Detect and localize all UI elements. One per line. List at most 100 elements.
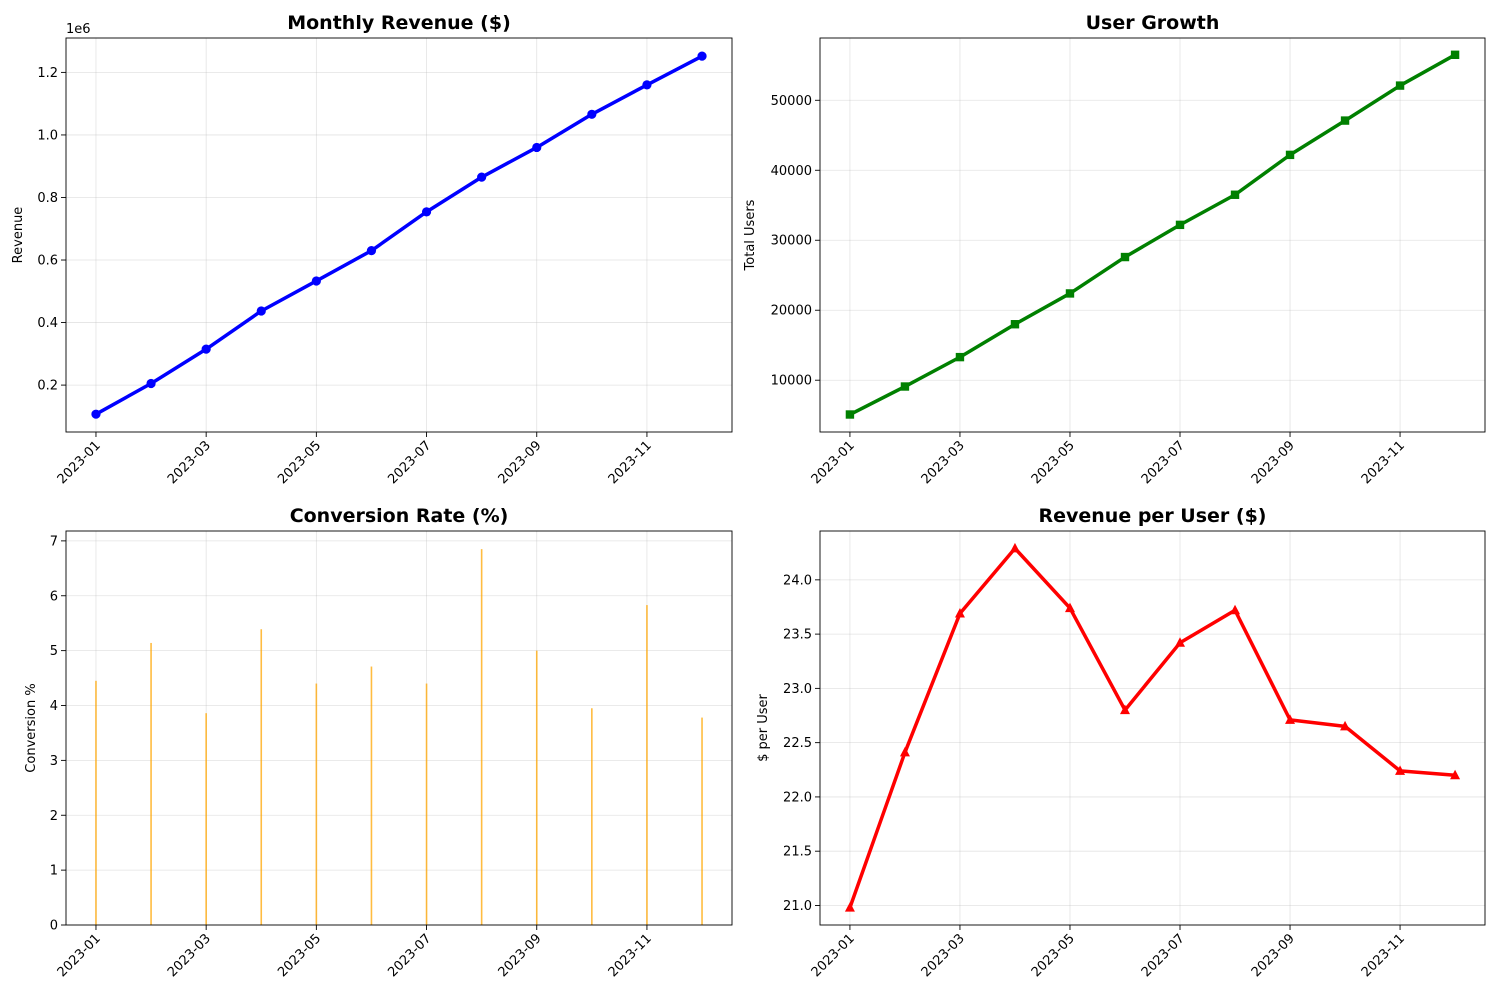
y-tick-label: 4 bbox=[50, 699, 58, 714]
data-point bbox=[844, 902, 855, 912]
y-tick-label: 23.5 bbox=[783, 628, 812, 643]
y-axis-label: Conversion % bbox=[24, 683, 39, 772]
y-offset-label: 1e6 bbox=[66, 22, 91, 37]
data-point bbox=[845, 410, 855, 419]
bar bbox=[370, 666, 373, 925]
data-point bbox=[146, 378, 156, 389]
data-point bbox=[1450, 50, 1460, 59]
y-tick-label: 1 bbox=[50, 864, 58, 879]
y-tick-label: 2 bbox=[50, 809, 58, 824]
bar bbox=[591, 708, 593, 925]
data-point bbox=[1175, 637, 1186, 647]
bar bbox=[535, 650, 538, 925]
y-tick-label: 6 bbox=[50, 589, 58, 604]
data-point bbox=[477, 172, 487, 182]
chart-title: Monthly Revenue ($) bbox=[287, 12, 511, 34]
data-point bbox=[1340, 720, 1351, 731]
y-tick-label: 22.5 bbox=[783, 736, 812, 751]
series-line bbox=[94, 54, 704, 416]
y-tick-label: 21.5 bbox=[783, 845, 812, 860]
x-tick-label: 2023-11 bbox=[1359, 438, 1408, 487]
revenue-per-user-chart: 2023-01 2023-03 2023-05 2023-07 2023-09 2023-… bbox=[756, 505, 1486, 980]
y-tick-label: 30000 bbox=[771, 234, 812, 249]
x-tick-label: 2023-03 bbox=[919, 931, 968, 980]
bar bbox=[315, 683, 318, 925]
plot-frame bbox=[819, 530, 1486, 926]
y-tick-label: 0.6 bbox=[37, 254, 58, 269]
y-tick-label: 0.8 bbox=[37, 191, 58, 206]
data-point bbox=[311, 276, 321, 286]
y-tick-label: 10000 bbox=[771, 374, 812, 389]
data-point bbox=[1119, 704, 1130, 715]
y-tick-label: 5 bbox=[50, 644, 58, 659]
x-tick-label: 2023-09 bbox=[1249, 931, 1298, 980]
x-tick-label: 2023-09 bbox=[1249, 438, 1298, 487]
data-point bbox=[900, 382, 910, 391]
x-tick-label: 2023-11 bbox=[606, 438, 655, 487]
bar bbox=[646, 605, 648, 925]
x-tick-label: 2023-03 bbox=[165, 931, 214, 980]
y-axis-label: Total Users bbox=[743, 199, 758, 271]
x-tick-label: 2023-09 bbox=[496, 931, 545, 980]
data-point bbox=[697, 51, 707, 61]
data-point bbox=[642, 80, 652, 90]
y-tick-label: 22.0 bbox=[783, 790, 812, 805]
monthly-revenue-chart: 2023-01 2023-03 2023-05 2023-07 2023-09 2023-… bbox=[11, 12, 733, 487]
y-tick-label: 1.0 bbox=[37, 128, 58, 143]
x-tick-label: 2023-07 bbox=[385, 438, 434, 487]
y-tick-label: 40000 bbox=[771, 164, 812, 179]
bar bbox=[205, 713, 207, 925]
y-tick-label: 0 bbox=[50, 919, 58, 934]
y-axis-label: $ per User bbox=[756, 693, 771, 761]
y-tick-label: 23.0 bbox=[783, 682, 812, 697]
x-tick-label: 2023-05 bbox=[275, 931, 324, 980]
y-tick-label: 1.2 bbox=[37, 66, 58, 81]
x-tick-label: 2023-09 bbox=[496, 438, 545, 487]
data-point bbox=[1395, 765, 1406, 775]
data-point bbox=[955, 352, 965, 362]
data-point bbox=[366, 246, 377, 256]
data-point bbox=[1450, 769, 1461, 780]
x-tick-label: 2023-03 bbox=[165, 438, 214, 487]
data-point bbox=[421, 207, 432, 217]
data-point bbox=[1395, 81, 1405, 90]
x-tick-label: 2023-03 bbox=[919, 438, 968, 487]
y-tick-label: 0.2 bbox=[37, 379, 58, 394]
x-tick-label: 2023-01 bbox=[55, 438, 104, 487]
plot-frame bbox=[65, 530, 733, 926]
data-point bbox=[1230, 604, 1241, 615]
bar bbox=[150, 642, 152, 925]
bar bbox=[95, 680, 97, 925]
y-tick-label: 50000 bbox=[771, 94, 812, 109]
chart-title: User Growth bbox=[1086, 12, 1220, 34]
x-tick-label: 2023-07 bbox=[1139, 931, 1188, 980]
y-tick-label: 0.4 bbox=[37, 316, 58, 331]
plot-frame bbox=[65, 37, 733, 433]
bar bbox=[425, 683, 428, 925]
data-point bbox=[1120, 252, 1130, 262]
x-tick-label: 2023-11 bbox=[606, 931, 655, 980]
x-tick-label: 2023-01 bbox=[809, 438, 858, 487]
y-tick-label: 20000 bbox=[771, 304, 812, 319]
data-point bbox=[1175, 220, 1185, 230]
data-point bbox=[1340, 116, 1350, 125]
data-point bbox=[899, 746, 910, 757]
data-point bbox=[587, 109, 597, 119]
y-tick-label: 7 bbox=[50, 534, 58, 549]
y-tick-label: 24.0 bbox=[783, 573, 812, 588]
data-point bbox=[1230, 190, 1240, 199]
data-point bbox=[1065, 289, 1075, 298]
x-tick-label: 2023-05 bbox=[1029, 438, 1078, 487]
plot-frame bbox=[819, 37, 1486, 433]
data-point bbox=[1285, 714, 1296, 724]
user-growth-chart: 2023-01 2023-03 2023-05 2023-07 2023-09 2023-… bbox=[743, 12, 1486, 487]
series-line bbox=[848, 53, 1457, 417]
data-point bbox=[256, 306, 266, 316]
x-tick-label: 2023-11 bbox=[1359, 931, 1408, 980]
chart-title: Conversion Rate (%) bbox=[290, 505, 509, 527]
conversion-rate-chart: 2023-01 2023-03 2023-05 2023-07 2023-09 2023-… bbox=[24, 505, 733, 980]
x-tick-label: 2023-01 bbox=[809, 931, 858, 980]
data-point bbox=[201, 344, 211, 354]
x-tick-label: 2023-07 bbox=[1139, 438, 1188, 487]
